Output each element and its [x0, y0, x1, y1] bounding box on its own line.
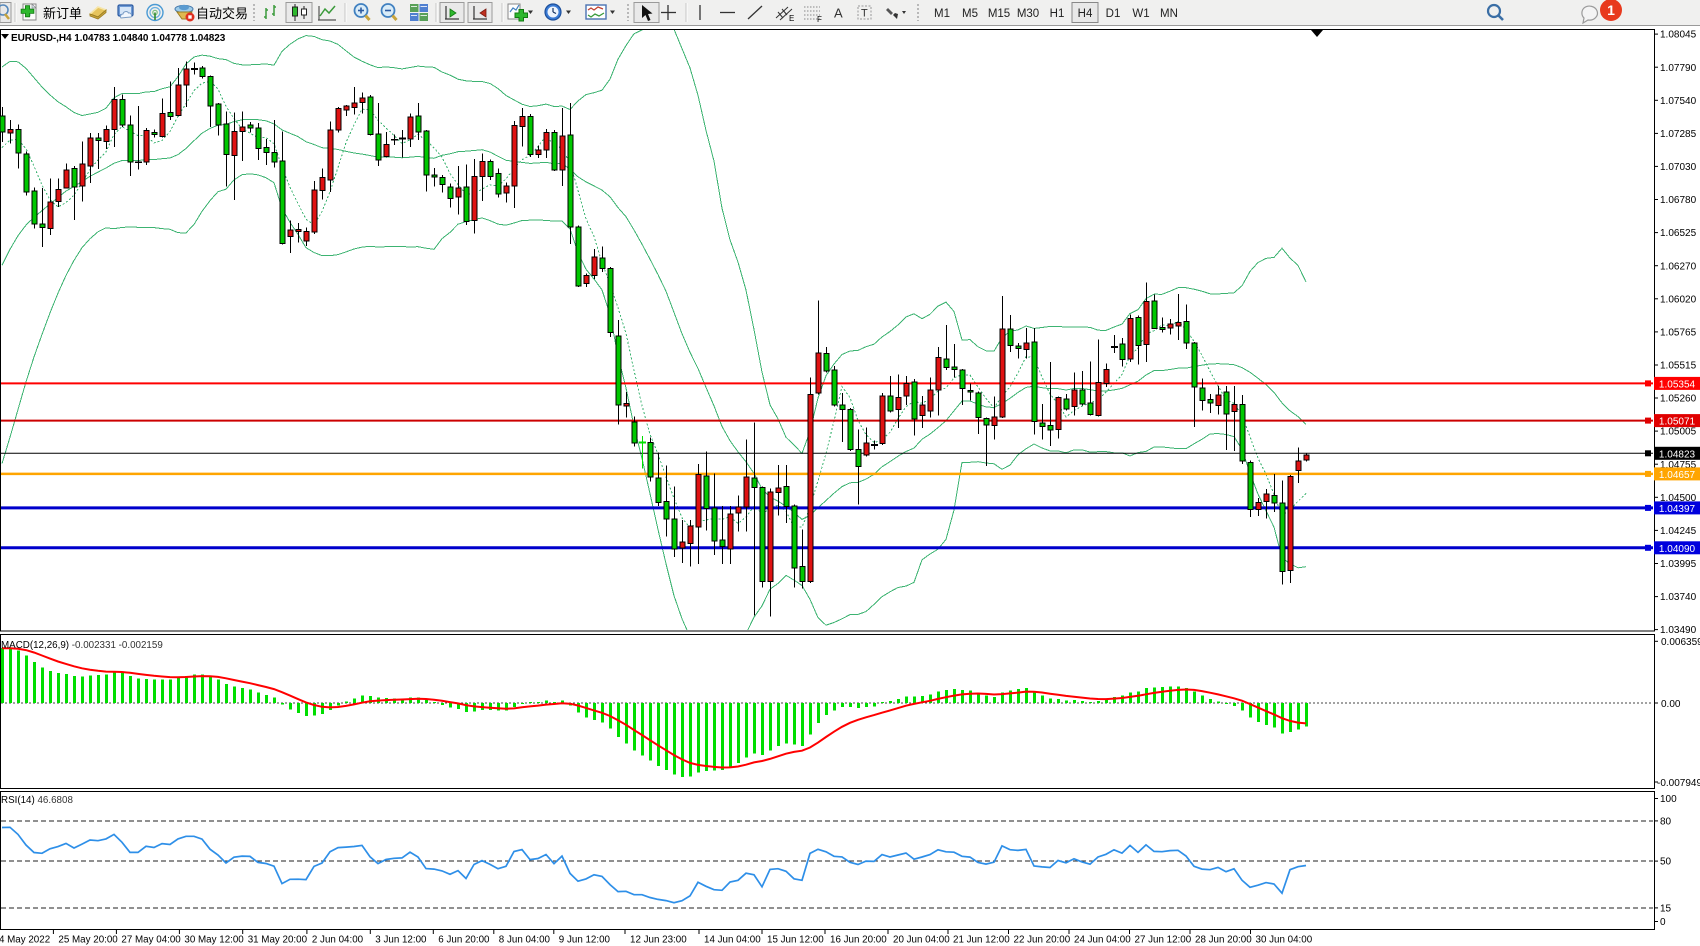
svg-text:1.07285: 1.07285: [1660, 129, 1697, 140]
svg-text:1.04823: 1.04823: [1659, 449, 1696, 460]
svg-text:12 Jun 23:00: 12 Jun 23:00: [630, 935, 687, 946]
svg-text:1.06525: 1.06525: [1660, 228, 1697, 239]
svg-text:新订单: 新订单: [43, 6, 82, 21]
svg-text:H4: H4: [1078, 8, 1093, 20]
svg-text:1.04397: 1.04397: [1659, 504, 1696, 515]
svg-text:MN: MN: [1160, 8, 1178, 20]
svg-text:24 Jun 04:00: 24 Jun 04:00: [1074, 935, 1131, 946]
svg-text:M15: M15: [988, 8, 1010, 20]
svg-text:8 Jun 04:00: 8 Jun 04:00: [499, 935, 551, 946]
svg-text:1.04245: 1.04245: [1660, 526, 1697, 537]
svg-text:27 Jun 12:00: 27 Jun 12:00: [1135, 935, 1192, 946]
svg-text:-0.007949: -0.007949: [1657, 778, 1700, 789]
svg-text:15 Jun 12:00: 15 Jun 12:00: [767, 935, 824, 946]
svg-text:20 Jun 04:00: 20 Jun 04:00: [893, 935, 950, 946]
svg-text:1.06020: 1.06020: [1660, 294, 1697, 305]
svg-text:27 May 04:00: 27 May 04:00: [121, 935, 181, 946]
svg-text:1.08045: 1.08045: [1660, 30, 1697, 41]
svg-text:50: 50: [1660, 857, 1672, 868]
svg-text:1.07030: 1.07030: [1660, 162, 1697, 173]
svg-text:14 Jun 04:00: 14 Jun 04:00: [704, 935, 761, 946]
svg-text:1.04657: 1.04657: [1659, 470, 1696, 481]
svg-text:2 Jun 04:00: 2 Jun 04:00: [312, 935, 364, 946]
svg-text:1.04755: 1.04755: [1660, 460, 1697, 471]
svg-text:H1: H1: [1050, 8, 1065, 20]
svg-text:1.05765: 1.05765: [1660, 328, 1697, 339]
svg-text:EURUSD-,H4 1.04783 1.04840 1.: EURUSD-,H4 1.04783 1.04840 1.04778 1.048…: [11, 33, 226, 44]
svg-text:3 Jun 12:00: 3 Jun 12:00: [375, 935, 427, 946]
svg-text:1.03995: 1.03995: [1660, 559, 1697, 570]
svg-text:0: 0: [1660, 917, 1666, 928]
svg-text:E: E: [789, 14, 794, 23]
svg-text:30 Jun 04:00: 30 Jun 04:00: [1256, 935, 1313, 946]
svg-text:0.00: 0.00: [1661, 699, 1681, 710]
svg-text:1.05515: 1.05515: [1660, 361, 1697, 372]
svg-text:28 Jun 20:00: 28 Jun 20:00: [1195, 935, 1252, 946]
svg-text:A: A: [834, 6, 843, 21]
svg-text:1.05354: 1.05354: [1659, 379, 1696, 390]
svg-text:30 May 12:00: 30 May 12:00: [184, 935, 244, 946]
svg-text:21 Jun 12:00: 21 Jun 12:00: [953, 935, 1010, 946]
svg-text:1.07790: 1.07790: [1660, 63, 1697, 74]
svg-text:16 Jun 20:00: 16 Jun 20:00: [830, 935, 887, 946]
svg-text:22 Jun 20:00: 22 Jun 20:00: [1014, 935, 1071, 946]
svg-text:1.03490: 1.03490: [1660, 625, 1697, 636]
svg-text:D1: D1: [1106, 8, 1121, 20]
svg-text:RSI(14) 46.6808: RSI(14) 46.6808: [1, 795, 73, 806]
svg-text:100: 100: [1660, 794, 1677, 805]
svg-text:M30: M30: [1017, 8, 1039, 20]
svg-text:M1: M1: [934, 8, 950, 20]
svg-text:24 May 2022: 24 May 2022: [0, 935, 50, 946]
svg-text:9 Jun 12:00: 9 Jun 12:00: [559, 935, 611, 946]
svg-text:M5: M5: [962, 8, 978, 20]
svg-text:1.05260: 1.05260: [1660, 394, 1697, 405]
svg-text:1.05005: 1.05005: [1660, 427, 1697, 438]
svg-text:6 Jun 20:00: 6 Jun 20:00: [438, 935, 490, 946]
svg-text:0.006359: 0.006359: [1661, 637, 1700, 648]
svg-text:1.04500: 1.04500: [1660, 493, 1697, 504]
svg-text:1.06780: 1.06780: [1660, 195, 1697, 206]
svg-text:1: 1: [1607, 2, 1615, 18]
svg-text:MACD(12,26,9) -0.002331 -0.002: MACD(12,26,9) -0.002331 -0.002159: [1, 640, 163, 651]
svg-text:31 May 20:00: 31 May 20:00: [248, 935, 308, 946]
svg-text:1.06270: 1.06270: [1660, 261, 1697, 272]
svg-text:1.05071: 1.05071: [1659, 417, 1696, 428]
svg-text:T: T: [861, 8, 868, 20]
svg-text:1.07540: 1.07540: [1660, 96, 1697, 107]
svg-text:15: 15: [1660, 904, 1672, 915]
svg-text:80: 80: [1660, 817, 1672, 828]
svg-text:自动交易: 自动交易: [196, 6, 248, 21]
svg-text:1.03740: 1.03740: [1660, 592, 1697, 603]
svg-text:25 May 20:00: 25 May 20:00: [58, 935, 118, 946]
svg-text:F: F: [817, 15, 822, 24]
svg-text:1.04090: 1.04090: [1659, 544, 1696, 555]
svg-text:W1: W1: [1132, 8, 1149, 20]
